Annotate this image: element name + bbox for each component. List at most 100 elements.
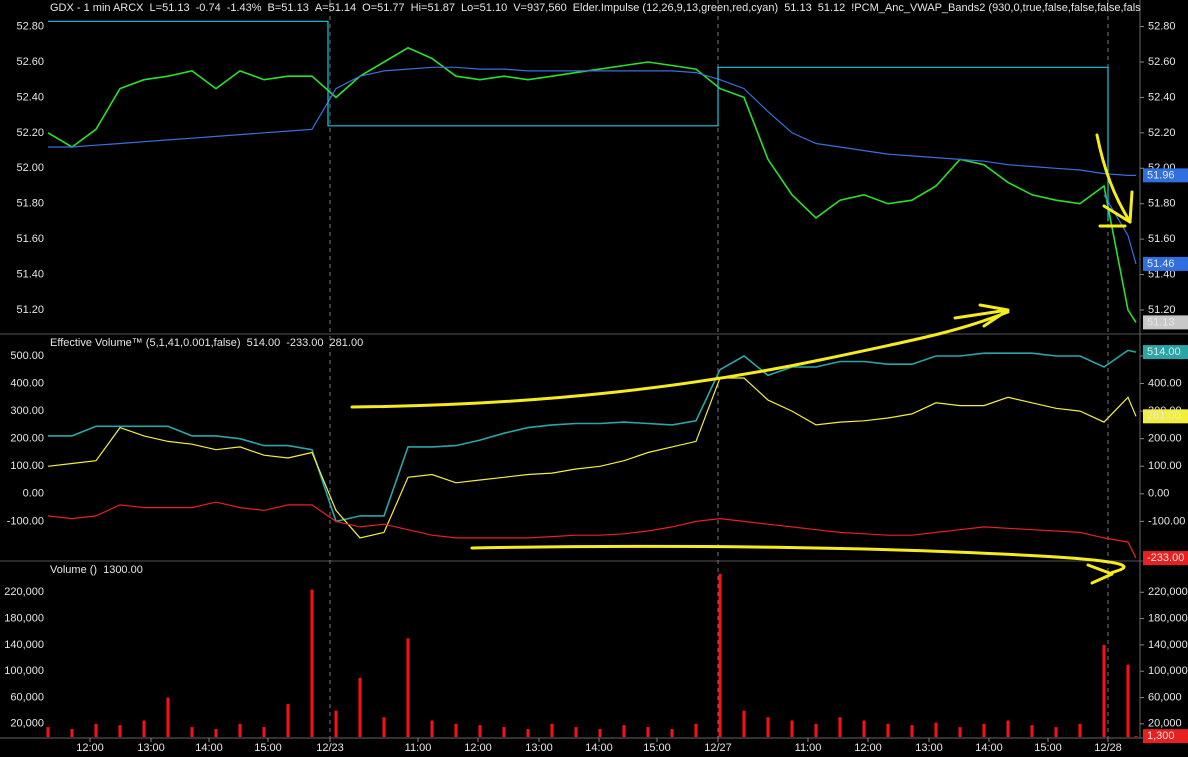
volume-bar — [934, 722, 938, 737]
y-tick-label: 51.40 — [1148, 268, 1176, 280]
annotation-stroke — [1095, 133, 1132, 224]
series-line — [48, 349, 1137, 523]
volume-bar — [382, 717, 386, 737]
series-line — [47, 501, 1137, 559]
y-tick-label: 500.00 — [10, 350, 44, 362]
volume-bar — [262, 727, 266, 737]
x-tick-label: 13:00 — [525, 742, 553, 754]
x-tick-label: 15:00 — [1034, 742, 1062, 754]
volume-bar — [694, 723, 698, 737]
volume-bar — [838, 717, 842, 737]
legend-text: V=937,560 — [513, 2, 567, 14]
legend-text: Hi=51.87 — [411, 2, 455, 14]
volume-bar — [886, 723, 890, 737]
y-tick-label: -100.00 — [1148, 515, 1185, 527]
x-tick-label: 14:00 — [975, 742, 1003, 754]
volume-bar — [46, 727, 50, 737]
y-tick-label: 0.00 — [23, 488, 44, 500]
y-tick-label: 220,000 — [4, 586, 44, 598]
volume-bar — [430, 720, 434, 737]
y-tick-label: 400.00 — [1148, 377, 1182, 389]
last-value-box — [1143, 409, 1188, 424]
legend-text: -1.43% — [227, 2, 262, 14]
y-tick-label: 52.40 — [16, 91, 44, 103]
volume-bar — [454, 723, 458, 737]
y-tick-label: 180,000 — [1148, 612, 1188, 624]
x-tick-label: 12:00 — [854, 742, 882, 754]
y-tick-label: 100,000 — [1148, 665, 1188, 677]
y-tick-label: 52.20 — [16, 127, 44, 139]
y-tick-label: 140,000 — [1148, 639, 1188, 651]
y-tick-label: 52.80 — [1148, 20, 1176, 32]
x-tick-label: 13:00 — [915, 742, 943, 754]
volume-bar — [238, 723, 242, 737]
volume-bar — [118, 725, 122, 737]
legend-text: -0.74 — [196, 2, 221, 14]
volume-bar — [478, 725, 482, 737]
volume-bar — [862, 720, 866, 737]
legend-text: 51.12 — [818, 2, 846, 14]
x-tick-label: 12/23 — [316, 742, 344, 754]
y-tick-label: 140,000 — [4, 639, 44, 651]
y-tick-label: 52.00 — [16, 162, 44, 174]
volume-bar — [142, 720, 146, 737]
y-tick-label: 20,000 — [1148, 718, 1182, 730]
last-value-box — [1143, 729, 1188, 744]
x-tick-label: 15:00 — [254, 742, 282, 754]
volume-bar — [286, 704, 290, 737]
volume-bar — [910, 725, 914, 737]
plot-area: 51.20 51.20 51.40 51.40 51.60 51.60 51.80 51.80… — [4, 2, 1188, 754]
legend-text: 281.00 — [330, 337, 364, 349]
y-tick-label: 60,000 — [10, 691, 44, 703]
y-tick-label: 52.40 — [1148, 91, 1176, 103]
x-tick-label: 11:00 — [795, 742, 822, 754]
series-line — [47, 377, 1137, 539]
last-value-label: 51.96 — [1147, 169, 1175, 181]
volume-bar — [406, 638, 410, 737]
volume-bar — [598, 729, 602, 737]
volume-bar — [574, 727, 578, 737]
y-tick-label: 51.60 — [1148, 233, 1176, 245]
volume-bar — [214, 729, 218, 737]
y-tick-label: 52.60 — [1148, 56, 1176, 68]
volume-bar — [70, 729, 74, 737]
y-tick-label: 51.20 — [16, 304, 44, 316]
volume-bar — [790, 720, 794, 737]
last-value-box — [1143, 315, 1188, 330]
volume-bar — [1030, 725, 1034, 737]
legend-text: A=51.14 — [315, 2, 356, 14]
legend-text: O=51.77 — [362, 2, 405, 14]
last-value-box — [1143, 551, 1188, 566]
volume-bar — [1134, 736, 1138, 737]
y-tick-label: 400.00 — [10, 377, 44, 389]
volume-bar — [742, 710, 746, 737]
legend-text: 51.13 — [784, 2, 812, 14]
y-tick-label: 200.00 — [1148, 433, 1182, 445]
series-line — [48, 66, 1136, 176]
y-tick-label: 51.80 — [1148, 198, 1176, 210]
y-tick-label: -100.00 — [7, 515, 44, 527]
series-line — [47, 46, 1137, 323]
legend-text: Volume () — [50, 564, 97, 576]
legend-text: L=51.13 — [150, 2, 190, 14]
volume-bar — [1126, 664, 1130, 737]
x-tick-label: 11:00 — [405, 742, 432, 754]
volume-bar — [718, 573, 722, 737]
volume-bar — [1102, 644, 1106, 737]
y-tick-label: 220,000 — [1148, 586, 1188, 598]
y-tick-label: 51.60 — [16, 233, 44, 245]
legend-text: Effective Volume™ (5,1,41,0.001,false) — [50, 337, 241, 349]
legend-text: Elder.Impulse (12,26,9,13,green,red,cyan… — [573, 2, 778, 14]
volume-bar — [526, 729, 530, 737]
volume-bar — [358, 677, 362, 737]
y-tick-label: 51.20 — [1148, 304, 1176, 316]
x-tick-label: 13:00 — [137, 742, 165, 754]
volume-bar — [94, 723, 98, 737]
legend-text: !PCM_Anc_VWAP_Bands2 (930,0,true,false,f… — [851, 2, 1141, 14]
last-value-box — [1143, 345, 1188, 360]
series-line — [48, 20, 1109, 222]
last-value-label: 51.46 — [1147, 258, 1175, 270]
volume-bar — [670, 729, 674, 737]
